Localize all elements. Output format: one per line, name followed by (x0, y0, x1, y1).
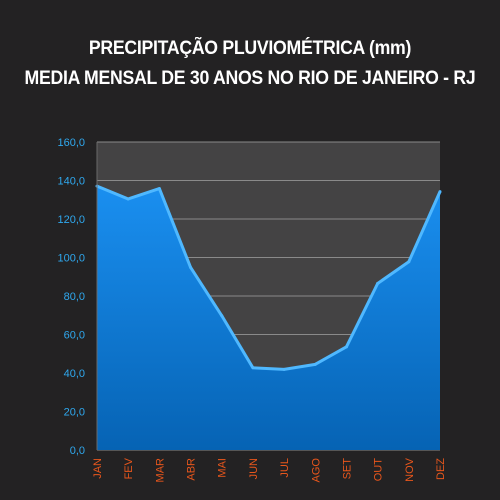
y-tick-label: 80,0 (64, 291, 85, 303)
data-point-nov (407, 260, 411, 264)
y-tick-label: 60,0 (64, 330, 85, 342)
series-line (96, 184, 442, 371)
data-point-abr (189, 265, 193, 269)
y-tick-label: 160,0 (57, 137, 85, 149)
y-tick-label: 40,0 (64, 368, 85, 380)
y-tick-label: 100,0 (57, 253, 85, 265)
x-tick-label: JAN (92, 458, 104, 479)
x-tick-label: MAI (217, 458, 229, 478)
y-tick-label: 140,0 (57, 176, 85, 188)
chart-subtitle: MEDIA MENSAL DE 30 ANOS NO RIO DE JANEIR… (24, 68, 476, 89)
chart-title: PRECIPITAÇÃO PLUVIOMÉTRICA (mm) (88, 38, 412, 59)
x-tick-label: JUN (248, 458, 260, 479)
data-point-ago (313, 362, 317, 366)
data-point-jul (282, 367, 286, 371)
y-tick-label: 0,0 (70, 445, 85, 457)
data-point-set (344, 345, 348, 349)
x-tick-label: DEZ (435, 458, 447, 480)
x-tick-label: ABR (186, 458, 198, 481)
data-point-dez (438, 190, 442, 194)
data-point-mar (157, 187, 161, 191)
y-tick-label: 120,0 (57, 214, 85, 226)
x-tick-label: SET (341, 458, 353, 480)
x-tick-label: OUT (373, 458, 385, 482)
data-point-jun (251, 366, 255, 370)
series-area (97, 186, 440, 450)
y-tick-label: 20,0 (64, 407, 85, 419)
data-point-out (376, 281, 380, 285)
x-tick-label: AGO (310, 458, 322, 483)
data-point-mai (220, 314, 224, 318)
x-tick-label: FEV (123, 457, 135, 479)
x-tick-label: JUL (279, 458, 291, 478)
x-tick-label: MAR (154, 458, 166, 483)
x-tick-label: NOV (404, 457, 416, 482)
data-point-fev (126, 197, 130, 201)
